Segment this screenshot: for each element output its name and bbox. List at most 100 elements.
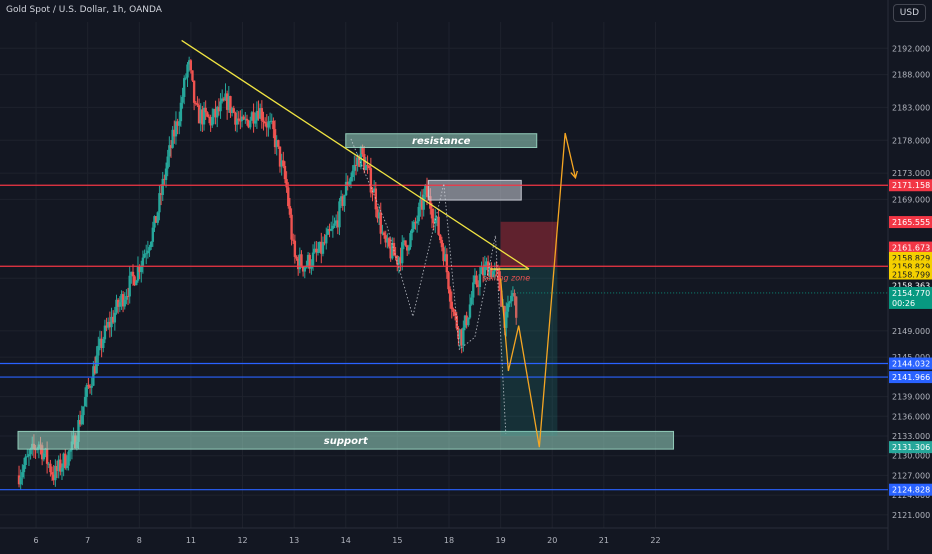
candle-body [158, 193, 161, 213]
projection-arrowhead [570, 170, 578, 180]
position-badge-label: 2158.799 [892, 270, 930, 279]
chart-title: Gold Spot / U.S. Dollar, 1h, OANDA [6, 5, 162, 15]
candle-body [363, 154, 366, 171]
candle-body [452, 309, 455, 312]
candle-body [141, 257, 145, 266]
time-tick-label: 19 [496, 536, 506, 545]
currency-button[interactable]: USD [892, 4, 926, 22]
candle-body [244, 118, 247, 120]
candle-body [54, 465, 57, 481]
candle-body [386, 238, 389, 243]
candle-body [435, 216, 439, 219]
candle-body [432, 218, 435, 224]
candle-body [138, 266, 141, 273]
candle-body [181, 96, 184, 103]
candle-body [110, 316, 113, 328]
candle-body [148, 247, 151, 251]
candle-body [414, 221, 417, 224]
candle-body [27, 454, 31, 457]
candle-body [163, 178, 166, 181]
candle-body [440, 240, 444, 248]
candle-body [275, 140, 278, 148]
candle-body [156, 212, 159, 223]
price-tick-label: 2169.000 [892, 195, 930, 204]
candle-body [288, 206, 292, 215]
candle-body [149, 241, 153, 248]
candle-body [83, 396, 87, 407]
candle-body [348, 181, 351, 187]
candle-body [115, 299, 118, 313]
level-badge-label: 2144.032 [892, 360, 930, 369]
price-tick-label: 2136.000 [892, 412, 930, 421]
candle-body [230, 108, 234, 113]
candle-body [24, 456, 27, 465]
candle-body [442, 247, 445, 262]
candle-body [458, 329, 462, 339]
candle-body [303, 267, 306, 272]
candle-body [45, 448, 49, 464]
candle-body [169, 145, 173, 148]
level-badge [889, 179, 932, 192]
price-tick-label: 2130.000 [892, 452, 930, 461]
candle-body [52, 474, 55, 481]
candle-body [366, 165, 369, 167]
candle-body [272, 120, 275, 130]
time-tick-label: 20 [547, 536, 557, 545]
candle-body [379, 212, 382, 234]
candle-body [207, 116, 211, 118]
candle-body [131, 271, 135, 277]
candle-body [130, 271, 133, 276]
stop-loss-zone [500, 221, 558, 267]
candle-body [358, 157, 361, 167]
candle-body [381, 232, 384, 234]
candle-body [333, 223, 336, 226]
candle-body [245, 118, 249, 121]
candle-body [100, 338, 103, 348]
price-tick-label: 2183.000 [892, 103, 930, 112]
candle-body [105, 325, 108, 328]
level-badge [889, 371, 932, 384]
candle-body [318, 241, 321, 252]
candle-body [166, 156, 169, 169]
candle-body [168, 145, 171, 157]
position-badge-label: 2158.829 [892, 254, 930, 263]
candle-body [468, 304, 472, 318]
candle-body [515, 296, 518, 318]
candle-body [60, 467, 64, 472]
candle-body [500, 290, 503, 307]
level-badge-label: 2124.828 [892, 486, 930, 495]
candle-body [443, 254, 447, 262]
candle-body [151, 227, 155, 242]
candle-body [194, 102, 197, 104]
position-badge-label: 2165.555 [892, 218, 930, 227]
position-badge [889, 241, 932, 254]
candle-body [475, 275, 478, 285]
position-badge-label: 2158.829 [892, 262, 930, 271]
candle-body [174, 121, 178, 137]
candle-body [232, 108, 235, 113]
time-tick-label: 22 [650, 536, 660, 545]
candle-body [409, 233, 412, 248]
candle-body [212, 109, 216, 117]
candle-body [391, 242, 394, 259]
level-badge [889, 357, 932, 370]
candle-body [364, 165, 368, 171]
candle-body [394, 255, 397, 257]
price-tick-label: 2139.000 [892, 393, 930, 402]
candle-body [265, 123, 268, 128]
candle-body [389, 246, 392, 259]
position-badge-label: 2158.363 [892, 282, 930, 291]
candle-body [225, 93, 229, 110]
time-tick-label: 8 [137, 536, 142, 545]
candle-body [118, 302, 121, 307]
candle-body [447, 272, 450, 290]
candle-body [219, 101, 222, 112]
candle-body [326, 229, 330, 235]
candle-body [405, 245, 409, 251]
candle-body [186, 64, 189, 78]
candle-body [331, 225, 335, 229]
candle-body [222, 98, 226, 101]
candle-body [161, 178, 164, 195]
